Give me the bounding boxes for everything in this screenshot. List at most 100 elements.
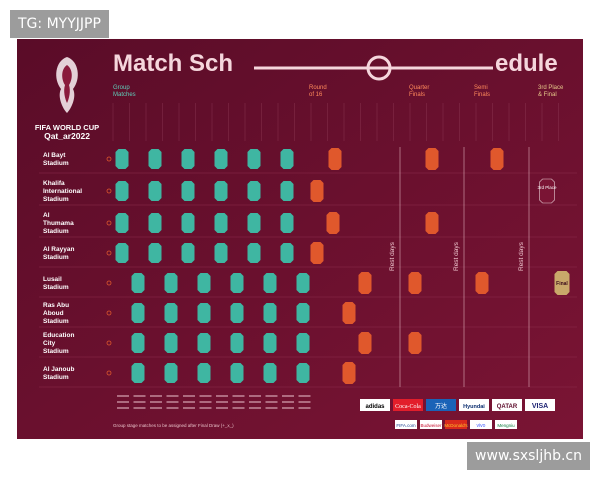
- stadium-name-3-0: Al Rayyan: [43, 246, 74, 253]
- match-badge-41: [296, 333, 310, 353]
- fifa-trophy-logo: [56, 57, 78, 113]
- svg-text:Hyundai: Hyundai: [463, 404, 485, 410]
- legend-cell-1-2: [150, 401, 162, 403]
- rest-days-label-2: Rest days: [453, 241, 460, 271]
- match-badge-29: [296, 273, 310, 293]
- row-marker-7: [106, 370, 112, 376]
- legend-cell-1-7: [232, 401, 245, 403]
- stadium-name-7-1: Stadium: [43, 374, 69, 381]
- match-badge-39: [230, 333, 244, 353]
- stadium-name-4-1: Stadium: [43, 284, 69, 291]
- match-badge-50: [326, 212, 340, 234]
- legend-cell-1-4: [183, 401, 195, 403]
- match-badges: 3rd Place Final: [115, 147, 570, 409]
- legend-cell-2-8: [249, 407, 261, 409]
- legend-cell-1-1: [133, 401, 146, 403]
- rest-days-label-1: Rest days: [389, 241, 396, 271]
- match-badge-1: [148, 149, 162, 169]
- match-badge-40: [263, 333, 277, 353]
- match-badge-31: [164, 303, 178, 323]
- match-badge-25: [164, 273, 178, 293]
- match-badge-43: [164, 363, 178, 383]
- svg-text:VISA: VISA: [532, 403, 548, 410]
- legend-cell-1-3: [166, 401, 179, 403]
- match-badge-5: [280, 149, 294, 169]
- match-badge-47: [296, 363, 310, 383]
- match-badge-45: [230, 363, 244, 383]
- stadium-rows: Al BaytStadiumKhalifaInternationalStadiu…: [39, 152, 577, 388]
- third-place-outline: [539, 178, 555, 204]
- match-badge-7: [148, 181, 162, 201]
- footnote: Group stage matches to be assigned after…: [113, 423, 234, 428]
- svg-text:FIFA.com: FIFA.com: [396, 423, 416, 428]
- match-badge-35: [296, 303, 310, 323]
- rest-days-label-3: Rest days: [518, 241, 525, 271]
- match-badge-56: [425, 148, 439, 170]
- match-badge-21: [214, 243, 228, 263]
- match-badge-37: [164, 333, 178, 353]
- svg-text:Mengniu: Mengniu: [497, 423, 515, 428]
- date-headers: [112, 103, 559, 141]
- match-badge-33: [230, 303, 244, 323]
- svg-text:QATAR: QATAR: [497, 404, 518, 410]
- watermark-top: TG: MYYJJPP: [10, 10, 109, 38]
- match-badge-20: [181, 243, 195, 263]
- match-badge-51: [310, 242, 324, 264]
- svg-text:Finals: Finals: [409, 92, 425, 98]
- stadium-name-0-0: Al Bayt: [43, 152, 66, 159]
- legend-cell-2-6: [216, 407, 228, 409]
- legend-cell-2-9: [265, 407, 278, 409]
- match-badge-58: [408, 272, 422, 294]
- match-badge-59: [408, 332, 422, 354]
- match-badge-9: [214, 181, 228, 201]
- row-marker-2: [106, 220, 112, 226]
- match-badge-52: [358, 272, 372, 294]
- match-badge-32: [197, 303, 211, 323]
- match-badge-23: [280, 243, 294, 263]
- row-marker-4: [106, 280, 112, 286]
- poster-graphic: FIFA WORLD CUP Qat_ar2022 Match Sch edul…: [17, 39, 583, 439]
- svg-text:McDonald's: McDonald's: [444, 423, 468, 428]
- match-badge-42: [131, 363, 145, 383]
- match-badge-8: [181, 181, 195, 201]
- match-badge-46: [263, 363, 277, 383]
- final-label: Final: [556, 281, 568, 287]
- legend-cell-1-8: [249, 401, 261, 403]
- match-badge-57: [425, 212, 439, 234]
- sponsor-row-1: adidas Coca-Cola 万达 Hyundai QATAR VISA: [360, 399, 555, 411]
- svg-text:Matches: Matches: [113, 92, 136, 98]
- stage-group: Group: [113, 85, 130, 91]
- match-badge-19: [148, 243, 162, 263]
- legend-cell-2-1: [133, 407, 146, 409]
- watermark-bottom: www.sxsljhb.cn: [467, 442, 590, 470]
- legend-cell-0-5: [199, 395, 212, 397]
- legend-cell-0-4: [183, 395, 195, 397]
- match-badge-36: [131, 333, 145, 353]
- legend-cell-0-0: [117, 395, 129, 397]
- match-badge-22: [247, 243, 261, 263]
- legend-cell-2-3: [166, 407, 179, 409]
- stadium-name-4-0: Lusail: [43, 276, 62, 283]
- svg-text:& Final: & Final: [538, 92, 557, 98]
- stadium-name-0-1: Stadium: [43, 160, 69, 167]
- match-badge-26: [197, 273, 211, 293]
- legend-cell-1-6: [216, 401, 228, 403]
- legend-cell-0-7: [232, 395, 245, 397]
- legend-cell-0-6: [216, 395, 228, 397]
- match-badge-55: [342, 362, 356, 384]
- row-marker-1: [106, 188, 112, 194]
- match-badge-15: [214, 213, 228, 233]
- stage-qf: Quarter: [409, 85, 429, 91]
- svg-text:Budweiser: Budweiser: [420, 423, 442, 428]
- match-badge-17: [280, 213, 294, 233]
- row-marker-5: [106, 310, 112, 316]
- match-badge-63: [554, 271, 570, 295]
- match-badge-13: [148, 213, 162, 233]
- match-badge-60: [490, 148, 504, 170]
- match-badge-11: [280, 181, 294, 201]
- legend-cell-1-0: [117, 401, 129, 403]
- match-badge-53: [342, 302, 356, 324]
- match-badge-38: [197, 333, 211, 353]
- svg-text:万达: 万达: [435, 402, 447, 410]
- match-badge-3: [214, 149, 228, 169]
